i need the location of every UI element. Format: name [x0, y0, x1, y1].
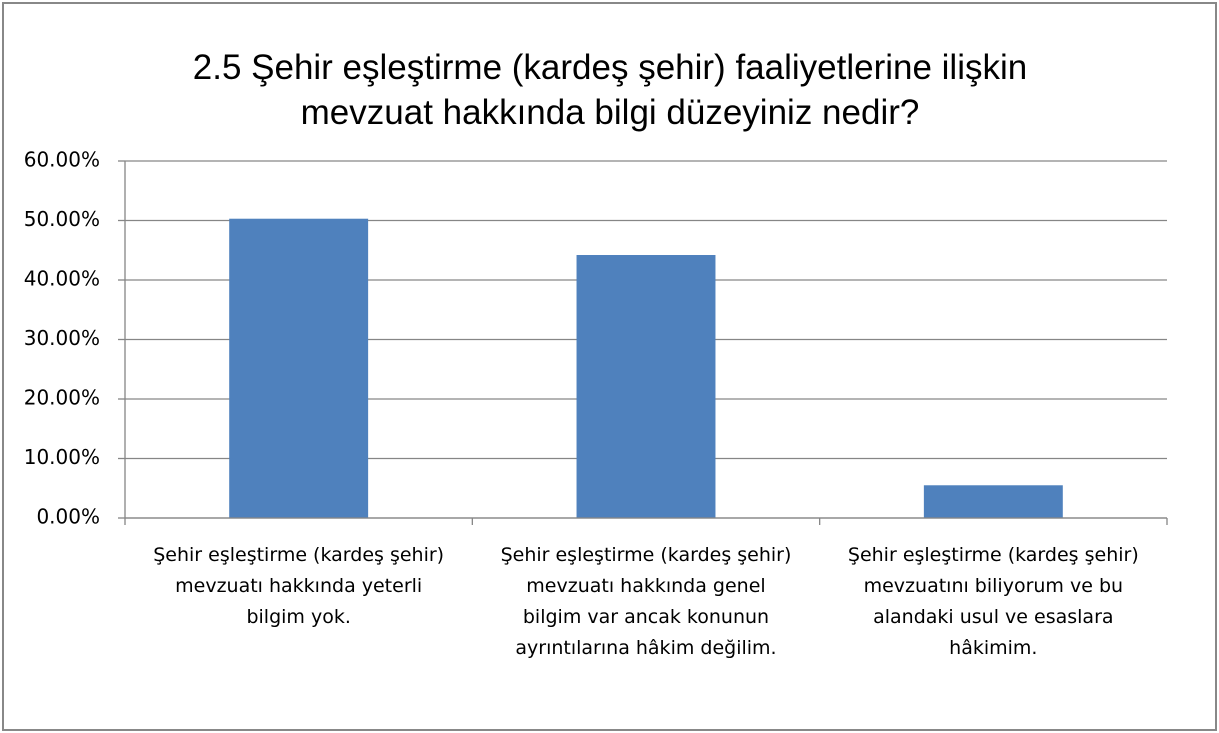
- x-tick-label: Şehir eşleştirme (kardeş şehir) mevzuatı …: [501, 544, 792, 659]
- bar: [229, 218, 369, 518]
- y-tick-label: 40.00%: [24, 267, 100, 291]
- y-tick-label: 0.00%: [36, 505, 100, 529]
- y-tick-label: 10.00%: [24, 445, 100, 469]
- y-tick-label: 20.00%: [24, 386, 100, 410]
- y-tick-label: 30.00%: [24, 326, 100, 350]
- bar: [923, 485, 1063, 518]
- bar: [576, 255, 716, 518]
- y-tick-label: 50.00%: [24, 207, 100, 231]
- x-tick-label: Şehir eşleştirme (kardeş şehir) mevzuatı …: [153, 544, 444, 628]
- chart-title: 2.5 Şehir eşleştirme (kardeş şehir) faal…: [193, 48, 1027, 132]
- x-tick-label: Şehir eşleştirme (kardeş şehir) mevzuatın…: [848, 544, 1139, 659]
- y-tick-label: 60.00%: [24, 148, 100, 172]
